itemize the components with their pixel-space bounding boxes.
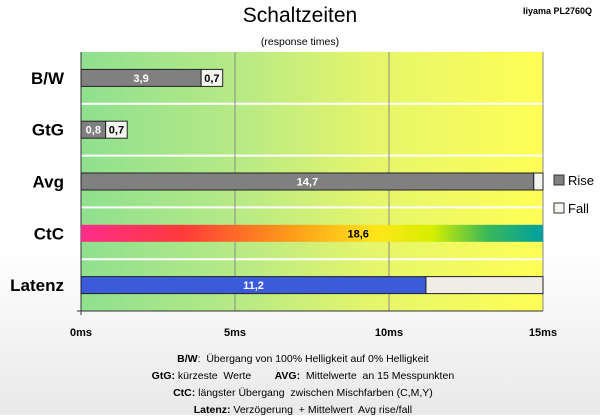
caption-gtg-key: GtG:: [151, 370, 175, 382]
category-label-ctc: CtC: [34, 224, 64, 243]
caption-latenz-text: Verzögerung + Mittelwert Avg rise/fall: [230, 404, 413, 416]
bar-fall-avg: [533, 172, 544, 191]
legend-swatch-rise: [553, 174, 565, 186]
bar-label-fall-b-w: 0,7: [204, 73, 219, 85]
bar-label-fall-gtg: 0,7: [109, 125, 124, 137]
caption-avg-key: AVG:: [274, 370, 301, 382]
caption-latenz: Latenz: Verzögerung + Mittelwert Avg ris…: [0, 392, 600, 416]
bar-fall-b-w: [200, 68, 224, 87]
caption-bw-text: : Übergang von 100% Helligkeit auf 0% He…: [197, 353, 429, 365]
x-tick-label: 0ms: [70, 327, 92, 339]
category-label-gtg: GtG: [32, 121, 64, 140]
chart-subtitle: (response times): [260, 36, 340, 48]
caption-bw: B/W: Übergang von 100% Helligkeit auf 0%…: [0, 341, 600, 365]
bar-ctc: [81, 224, 543, 242]
caption-bw-key: B/W: [177, 353, 198, 365]
bar-label-ctc: 18,6: [347, 228, 368, 240]
caption-gtg-avg: GtG: kürzeste Werte AVG: Mittelwerte an …: [0, 358, 600, 382]
x-tick-label: 15ms: [529, 327, 557, 339]
legend-swatch-fall: [553, 202, 565, 214]
caption-ctc: CtC: längster Übergang zwischen Mischfar…: [0, 375, 600, 399]
x-tick-label: 5ms: [224, 327, 246, 339]
bar-label-rise-avg: 14,7: [297, 177, 318, 189]
bar-latenz-remainder: [425, 276, 544, 295]
bar-label-rise-b-w: 3,9: [133, 73, 148, 85]
x-tick-label: 10ms: [375, 327, 403, 339]
caption-avg-text: Mittelwerte an 15 Messpunkten: [300, 370, 455, 382]
legend-label-fall: Fall: [568, 201, 589, 216]
category-label-avg: Avg: [33, 173, 65, 192]
bar-label-rise-gtg: 0,8: [86, 125, 101, 137]
caption-gtg-text: kürzeste Werte: [175, 370, 275, 382]
chart-title: Schaltzeiten: [242, 4, 358, 27]
caption-latenz-key: Latenz:: [193, 404, 231, 416]
category-label-latenz: Latenz: [10, 276, 64, 295]
monitor-model-label: Iiyama PL2760Q: [522, 6, 592, 16]
bar-label-latenz: 11,2: [243, 280, 264, 292]
caption-ctc-text: längster Übergang zwischen Mischfarben (…: [195, 387, 433, 399]
category-label-b-w: B/W: [31, 69, 65, 88]
caption-ctc-key: CtC:: [173, 387, 196, 399]
legend-label-rise: Rise: [568, 173, 594, 188]
bar-fall-gtg: [105, 120, 128, 139]
